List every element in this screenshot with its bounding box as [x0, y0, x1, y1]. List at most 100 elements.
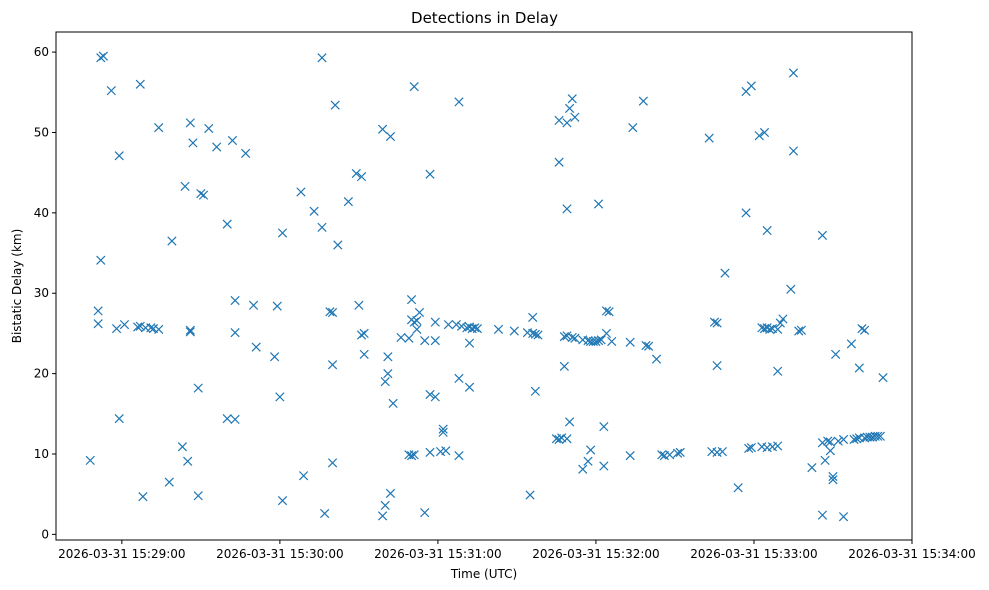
data-point [601, 328, 612, 339]
data-point [425, 169, 435, 179]
y-tick-label: 20 [34, 367, 49, 381]
data-point [628, 123, 638, 133]
data-point [857, 323, 867, 334]
data-point [775, 318, 785, 328]
data-point [333, 240, 343, 250]
data-point [570, 333, 580, 343]
data-point [525, 490, 535, 500]
data-point [562, 118, 572, 128]
data-point [828, 475, 838, 485]
data-point [704, 133, 714, 143]
data-point [180, 181, 190, 191]
data-point [530, 329, 540, 339]
data-point [586, 445, 596, 455]
data-point [562, 434, 572, 444]
data-point [830, 349, 841, 359]
data-point [183, 456, 193, 466]
data-point [409, 317, 419, 327]
data-point [773, 366, 783, 376]
data-point [820, 455, 830, 466]
y-tick-label: 40 [34, 206, 49, 220]
data-point [385, 488, 396, 499]
data-point [528, 312, 538, 322]
data-point [96, 53, 106, 63]
data-point [277, 228, 288, 238]
x-tick-label: 2026-03-31 15:31:00 [374, 547, 501, 561]
data-point [430, 392, 440, 402]
data-point [317, 53, 327, 63]
data-point [744, 443, 754, 453]
data-point [564, 417, 575, 427]
data-point [409, 82, 419, 92]
data-point [533, 330, 543, 340]
data-point [317, 222, 327, 232]
data-point [746, 442, 756, 453]
data-point [330, 100, 340, 110]
data-points [85, 51, 888, 522]
data-point [562, 204, 572, 214]
data-point [472, 323, 483, 334]
data-point [741, 208, 751, 218]
data-point [788, 146, 799, 156]
data-point [562, 331, 572, 341]
data-point [817, 510, 828, 520]
data-point [430, 336, 440, 346]
data-point [823, 436, 833, 446]
data-point [567, 94, 577, 104]
data-point [583, 456, 593, 466]
data-point [146, 323, 156, 333]
data-point [720, 268, 730, 278]
x-tick-label: 2026-03-31 15:32:00 [532, 547, 659, 561]
data-point [409, 450, 419, 460]
data-point [651, 354, 662, 364]
data-point [456, 321, 467, 331]
data-point [154, 123, 164, 133]
data-point [414, 307, 425, 318]
data-point [578, 464, 588, 474]
data-point [754, 131, 764, 141]
data-point [593, 199, 604, 209]
data-point [222, 219, 232, 229]
data-point [625, 337, 635, 347]
data-point [570, 112, 580, 122]
data-point [343, 196, 353, 207]
data-point [601, 306, 612, 316]
data-point [412, 315, 422, 326]
data-point [93, 306, 103, 316]
data-point [607, 336, 617, 347]
data-point [298, 471, 309, 481]
y-tick-label: 60 [34, 45, 49, 59]
data-point [154, 324, 164, 335]
data-point [712, 318, 722, 328]
data-point [554, 115, 564, 126]
data-point [185, 327, 195, 337]
y-tick-label: 30 [34, 286, 49, 300]
data-point [838, 512, 849, 522]
data-point [204, 123, 214, 134]
data-point [873, 431, 883, 441]
data-point [567, 332, 577, 343]
data-point [412, 324, 422, 335]
data-point [638, 96, 648, 106]
data-point [828, 471, 838, 482]
y-tick-label: 10 [34, 447, 49, 461]
data-point [119, 319, 130, 330]
data-point [717, 446, 727, 457]
data-point [838, 434, 849, 445]
data-point [377, 511, 388, 521]
data-point [559, 361, 569, 372]
data-point [227, 135, 238, 146]
data-point [657, 450, 667, 460]
data-point [817, 230, 828, 240]
data-point [825, 446, 835, 456]
data-point [420, 336, 430, 346]
data-point [849, 434, 859, 445]
data-point [712, 360, 722, 371]
data-point [454, 373, 464, 384]
data-point [383, 352, 393, 362]
data-point [833, 436, 843, 446]
data-point [786, 284, 796, 294]
data-point [111, 323, 122, 334]
data-point [212, 142, 222, 152]
data-point [675, 447, 685, 458]
